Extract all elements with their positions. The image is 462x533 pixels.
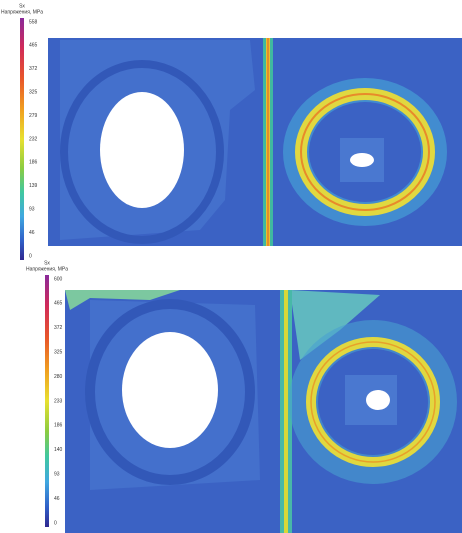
legend-label: 46 [54, 496, 60, 502]
legend-title: Sx [19, 3, 25, 9]
legend-label: 232 [29, 136, 38, 142]
legend-label: 0 [54, 520, 57, 526]
small-hole [366, 390, 390, 410]
legend-label: 140 [54, 447, 63, 453]
legend-label: 372 [54, 325, 63, 331]
legend-label: 93 [29, 207, 35, 213]
hole [122, 332, 218, 448]
legend-label: 186 [29, 160, 38, 166]
small-hole [350, 153, 374, 167]
legend-label: 139 [29, 183, 38, 189]
shadow-ring [60, 60, 224, 244]
legend-label: 325 [54, 350, 63, 356]
hole [100, 92, 184, 208]
color-bar [20, 18, 24, 260]
legend-label: 600 [54, 276, 63, 282]
stripe-peak [267, 38, 269, 246]
shadow-ring [85, 299, 255, 485]
bottom-plot [45, 275, 462, 533]
legend-label: 465 [54, 301, 63, 307]
legend-label: 186 [54, 423, 63, 429]
legend-label: 465 [29, 43, 38, 49]
stripe-core [284, 290, 288, 533]
legend-label: 93 [54, 472, 60, 478]
top-plot [20, 18, 462, 260]
legend-label: 280 [54, 374, 63, 380]
legend-label: 0 [29, 253, 32, 259]
ring-peak [300, 93, 430, 211]
legend-label: 558 [29, 19, 38, 25]
region [290, 290, 380, 360]
legend-unit: Напряжения, MPa [26, 266, 68, 272]
region [65, 290, 180, 310]
legend-label: 46 [29, 230, 35, 236]
legend-title: Sx [44, 260, 50, 266]
legend-label: 372 [29, 66, 38, 72]
legend-label: 325 [29, 90, 38, 96]
legend-label: 233 [54, 398, 63, 404]
color-bar [45, 275, 49, 527]
legend-label: 279 [29, 113, 38, 119]
ring-peak [310, 341, 436, 463]
legend-unit: Напряжения, MPa [1, 9, 43, 15]
